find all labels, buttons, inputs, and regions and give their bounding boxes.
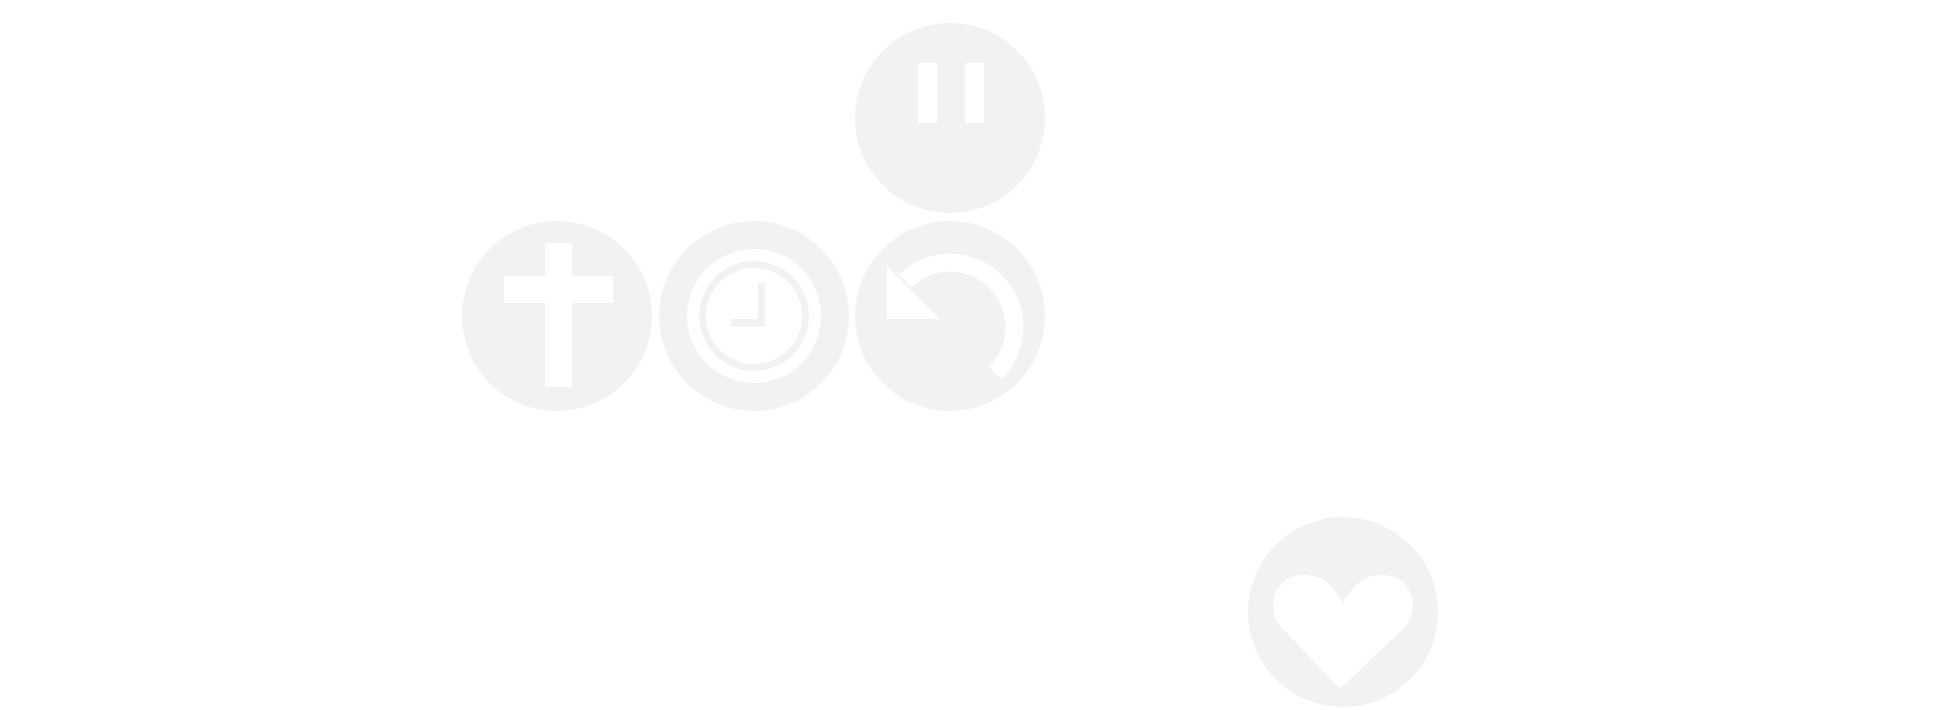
add-button[interactable]: [462, 221, 652, 411]
pause-button[interactable]: [855, 23, 1045, 213]
plus-icon: [504, 243, 613, 387]
pause-icon: [918, 63, 984, 123]
heart-button[interactable]: [1248, 517, 1438, 707]
clock-button[interactable]: [659, 221, 849, 411]
undo-icon: [887, 253, 1024, 380]
clock-icon: [687, 249, 821, 383]
heart-icon: [1273, 575, 1413, 689]
undo-button[interactable]: [855, 221, 1045, 411]
